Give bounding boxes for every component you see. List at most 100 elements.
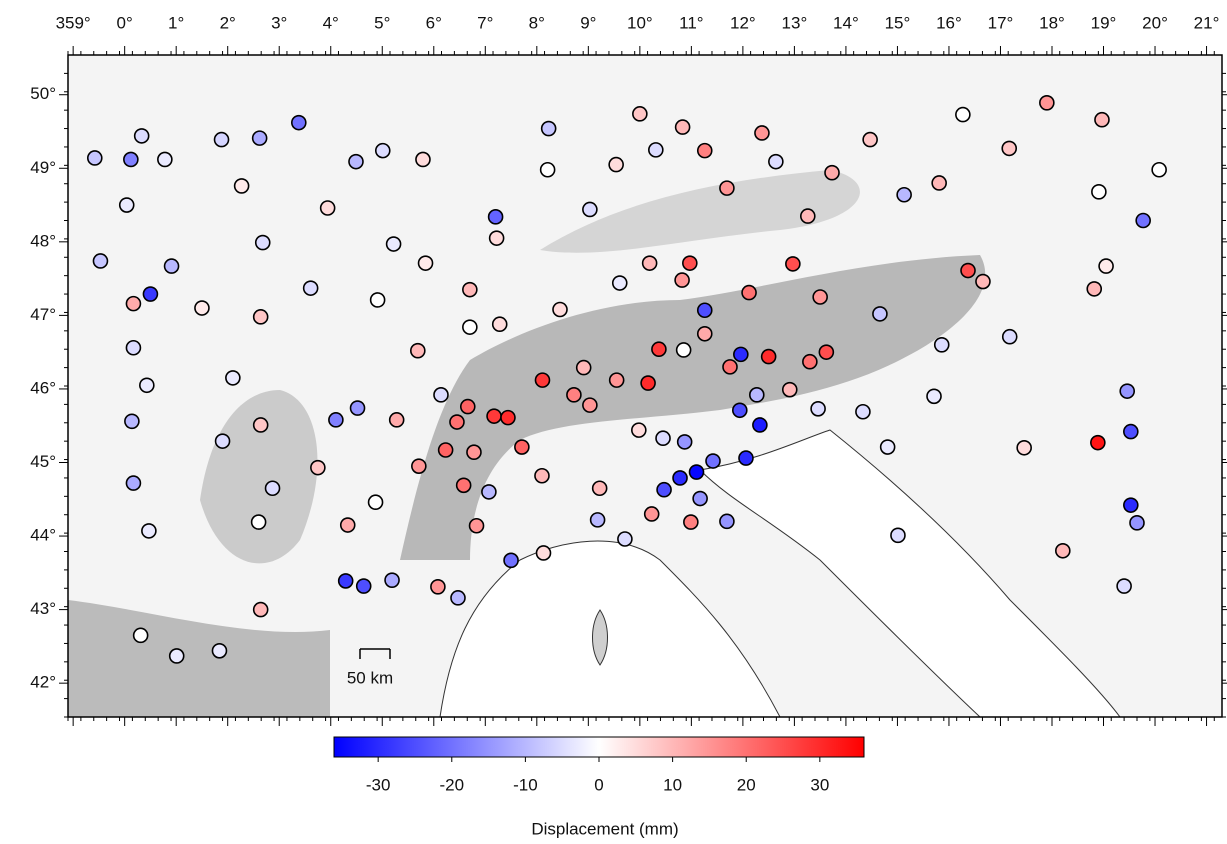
station [459,398,476,415]
station [348,153,364,170]
station [534,467,550,484]
station [682,255,698,271]
colorbar-tick-label: 0 [594,775,603,794]
station [481,484,497,500]
station [719,513,735,530]
station [933,337,950,353]
station [1016,439,1032,456]
station [1116,578,1132,594]
station [651,341,667,358]
station [738,450,754,466]
colorbar-tick-label: 10 [663,775,682,794]
station [355,578,372,594]
x-tick-label: 5° [374,13,390,32]
y-tick-label: 47° [30,305,56,324]
station [752,417,768,433]
station [676,434,693,450]
station [290,114,307,131]
station [611,275,628,291]
x-tick-label: 18° [1039,13,1065,32]
stations [86,95,1167,664]
station [168,648,185,664]
x-tick-label: 17° [988,13,1014,32]
station [194,300,210,316]
y-tick-label: 45° [30,452,56,471]
station [1091,184,1107,200]
station [450,590,466,606]
station [675,342,692,358]
y-tick-label: 42° [30,673,56,692]
station [1039,95,1055,111]
station [631,422,647,438]
station [641,255,658,271]
station [415,151,431,168]
station [818,344,835,360]
station [369,292,386,308]
station [731,402,748,419]
station [741,284,757,301]
station [674,119,691,135]
station [139,377,155,394]
station [339,517,356,533]
station [1119,383,1136,399]
station [132,627,149,644]
colorbar-label: Displacement (mm) [531,819,678,838]
station [491,316,508,333]
x-tick-label: 2° [220,13,236,32]
station [455,477,472,494]
station [674,272,690,288]
station [125,475,142,491]
station [1086,281,1103,297]
station [328,412,344,428]
station [608,372,625,388]
station [449,414,465,430]
station [500,409,516,426]
station [896,186,912,203]
x-tick-label: 6° [426,13,442,32]
station [319,200,336,216]
x-tick-label: 20° [1142,13,1168,32]
station [955,106,971,123]
station [855,403,871,420]
x-tick-label: 10° [627,13,653,32]
station [591,480,608,497]
x-tick-label: 7° [477,13,493,32]
station [252,417,269,433]
y-tick-label: 43° [30,599,56,618]
station [124,413,140,430]
station [648,142,664,158]
x-tick-label: 14° [833,13,859,32]
station [233,178,250,194]
station [462,281,478,298]
station [118,197,135,213]
station [302,280,319,296]
station [250,514,267,530]
station [617,531,633,547]
station [310,459,326,476]
y-tick-label: 49° [30,158,56,177]
station [552,301,568,318]
station [437,442,454,458]
x-tick-label: 12° [730,13,756,32]
station [696,142,713,159]
x-tick-label: 0° [117,13,133,32]
station [141,523,157,539]
station [768,153,784,170]
station [214,433,231,449]
x-tick-label: 3° [271,13,287,32]
station [486,408,502,424]
station [252,601,269,618]
station [872,306,888,322]
station [696,302,713,319]
station [225,370,241,386]
station [462,319,478,335]
x-tick-label: 15° [885,13,911,32]
station [487,209,504,225]
station [488,230,505,246]
colorbar-tick-label: -20 [439,775,464,794]
station [760,348,777,365]
station [799,208,816,224]
station [1135,212,1151,229]
station [608,156,624,173]
